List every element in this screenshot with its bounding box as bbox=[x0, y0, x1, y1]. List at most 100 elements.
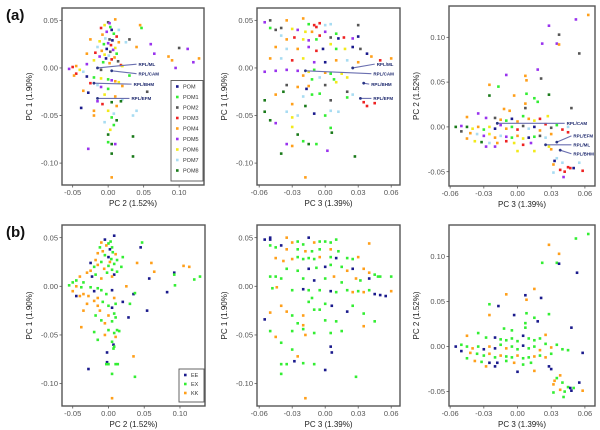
data-point bbox=[330, 131, 334, 134]
data-point bbox=[112, 273, 116, 276]
x-tick-label: -0.05 bbox=[64, 188, 81, 197]
data-point bbox=[135, 261, 139, 265]
data-point bbox=[524, 293, 527, 297]
data-point bbox=[290, 59, 294, 62]
data-point bbox=[504, 139, 508, 143]
data-point bbox=[484, 145, 488, 148]
data-point bbox=[359, 279, 362, 282]
data-point bbox=[454, 125, 458, 129]
data-point bbox=[103, 120, 106, 124]
data-point bbox=[304, 30, 307, 34]
legend-entry: EX bbox=[191, 382, 199, 388]
data-point bbox=[100, 241, 103, 244]
data-point bbox=[547, 312, 551, 316]
arrow-label: RPL/CAM bbox=[139, 71, 160, 76]
loading-arrow bbox=[111, 70, 137, 75]
data-point bbox=[120, 265, 123, 269]
data-point bbox=[310, 93, 314, 96]
data-point bbox=[365, 104, 369, 108]
data-point bbox=[562, 395, 565, 399]
data-point bbox=[499, 354, 502, 357]
data-point bbox=[71, 289, 75, 293]
data-point bbox=[304, 396, 307, 400]
data-point bbox=[354, 277, 358, 280]
data-point bbox=[110, 116, 113, 119]
data-point bbox=[555, 123, 559, 127]
data-point bbox=[296, 240, 299, 243]
data-point bbox=[307, 142, 310, 146]
data-point bbox=[512, 313, 516, 317]
data-point bbox=[111, 39, 114, 42]
data-point bbox=[373, 320, 376, 323]
data-point bbox=[310, 30, 314, 34]
data-point bbox=[135, 45, 138, 49]
data-point bbox=[345, 256, 349, 260]
data-point bbox=[577, 161, 581, 165]
plot-frame bbox=[448, 5, 596, 187]
data-point bbox=[521, 137, 525, 140]
data-point bbox=[318, 288, 321, 292]
legend-entry: POM2 bbox=[183, 106, 199, 112]
data-point bbox=[107, 54, 111, 57]
data-point bbox=[279, 277, 283, 280]
x-tick-label: 0.03 bbox=[351, 188, 366, 197]
data-point bbox=[296, 133, 299, 136]
data-point bbox=[108, 50, 112, 54]
data-point bbox=[460, 349, 463, 353]
data-point bbox=[329, 248, 332, 251]
data-point bbox=[533, 316, 536, 320]
data-point bbox=[96, 286, 100, 290]
data-point bbox=[96, 251, 100, 255]
data-point bbox=[495, 361, 499, 365]
data-point bbox=[296, 355, 299, 358]
data-point bbox=[552, 391, 555, 394]
data-point bbox=[465, 356, 469, 360]
x-tick-label: -0.05 bbox=[64, 409, 81, 418]
data-point bbox=[553, 159, 556, 163]
y-tick-label: 0.10 bbox=[430, 33, 445, 42]
data-point bbox=[133, 375, 137, 379]
data-point bbox=[268, 311, 272, 314]
data-point bbox=[561, 347, 564, 351]
data-point bbox=[106, 78, 110, 81]
data-point bbox=[279, 372, 283, 376]
arrow-head bbox=[351, 66, 355, 70]
data-point bbox=[340, 281, 343, 284]
data-point bbox=[293, 359, 296, 363]
data-point bbox=[351, 45, 354, 49]
data-point bbox=[362, 312, 365, 315]
data-point bbox=[499, 343, 502, 347]
data-point bbox=[524, 326, 527, 329]
data-point bbox=[101, 33, 104, 36]
data-point bbox=[94, 51, 97, 55]
data-point bbox=[340, 329, 343, 333]
x-tick-label: 0.00 bbox=[510, 409, 525, 418]
data-point bbox=[362, 290, 365, 294]
y-tick-label: 0.05 bbox=[430, 297, 445, 306]
data-point bbox=[539, 77, 543, 80]
data-point bbox=[290, 314, 294, 317]
arrow-label: RPL/BHM bbox=[371, 82, 392, 87]
data-point bbox=[533, 119, 536, 122]
y-axis-label: PC 2 (1.52%) bbox=[412, 72, 421, 120]
data-point bbox=[555, 42, 559, 45]
data-point bbox=[108, 38, 111, 41]
data-point bbox=[549, 147, 553, 151]
data-point bbox=[307, 39, 310, 42]
data-point bbox=[113, 142, 117, 146]
data-point bbox=[540, 261, 544, 265]
data-point bbox=[362, 324, 365, 328]
data-point bbox=[296, 47, 299, 51]
data-point bbox=[85, 271, 89, 274]
data-point bbox=[115, 104, 118, 108]
data-point bbox=[89, 261, 92, 265]
data-point bbox=[345, 59, 349, 62]
data-point bbox=[552, 163, 555, 166]
data-point bbox=[549, 132, 553, 136]
data-point bbox=[568, 166, 572, 170]
data-point bbox=[131, 155, 135, 158]
data-point bbox=[307, 84, 310, 88]
data-point bbox=[89, 269, 92, 273]
data-point bbox=[304, 333, 307, 337]
data-point bbox=[521, 334, 525, 338]
